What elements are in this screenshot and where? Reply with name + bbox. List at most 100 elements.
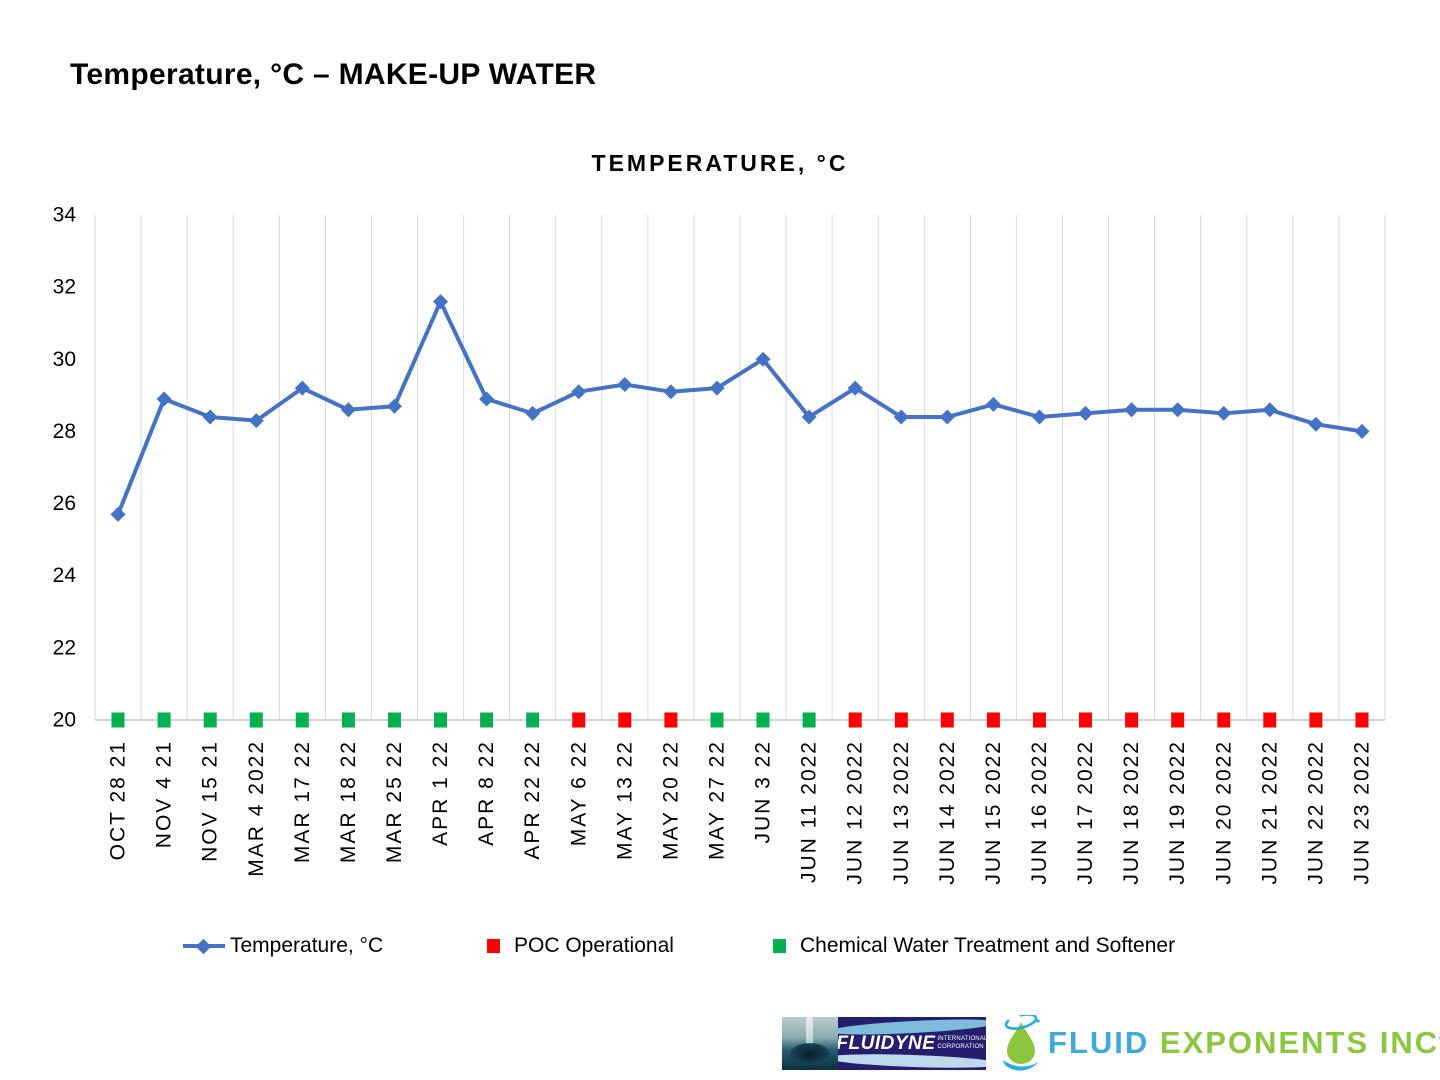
fluid-exponents-logo: FLUID EXPONENTS INC® bbox=[1000, 1014, 1440, 1072]
wordmark-fluid: FLUID bbox=[1048, 1025, 1150, 1060]
x-tick-label: JUN 23 2022 bbox=[1351, 740, 1374, 885]
status-square-marker bbox=[203, 712, 217, 728]
x-tick-label: MAR 17 22 bbox=[291, 740, 314, 863]
x-tick-label: JUN 19 2022 bbox=[1166, 740, 1189, 885]
status-square-marker bbox=[848, 712, 862, 728]
y-tick-label: 34 bbox=[53, 204, 77, 227]
temperature-point-marker bbox=[340, 402, 356, 418]
x-tick-label: JUN 20 2022 bbox=[1212, 740, 1235, 885]
temperature-point-marker bbox=[571, 384, 587, 400]
status-square-marker bbox=[1079, 712, 1092, 728]
legend-chemical-square-icon bbox=[773, 939, 786, 953]
fluidyne-logo: FLUIDYNE INTERNATIONAL CORPORATION bbox=[782, 1017, 986, 1070]
y-tick-label: 28 bbox=[53, 420, 76, 443]
temperature-point-marker bbox=[1032, 409, 1047, 425]
temperature-point-marker bbox=[893, 409, 909, 425]
legend-temperature-line bbox=[183, 938, 225, 954]
status-square-marker bbox=[526, 712, 540, 728]
temperature-point-marker bbox=[1078, 405, 1093, 421]
y-tick-label: 22 bbox=[53, 636, 76, 659]
status-square-marker bbox=[249, 712, 263, 728]
legend-poc-square-icon bbox=[487, 939, 500, 953]
legend-item-poc: POC Operational bbox=[487, 930, 674, 962]
status-square-marker bbox=[664, 712, 678, 728]
temperature-point-marker bbox=[1124, 402, 1140, 418]
x-tick-label: JUN 14 2022 bbox=[936, 740, 959, 885]
status-square-marker bbox=[618, 712, 632, 728]
wave-graphic bbox=[838, 1051, 986, 1070]
x-tick-label: MAY 13 22 bbox=[613, 740, 636, 860]
status-square-marker bbox=[894, 712, 908, 728]
temperature-point-marker bbox=[294, 380, 310, 396]
x-tick-label: JUN 13 2022 bbox=[890, 740, 913, 885]
status-square-marker bbox=[756, 712, 770, 728]
x-tick-label: JUN 11 2022 bbox=[798, 740, 821, 883]
legend-poc-label: POC Operational bbox=[514, 934, 674, 957]
temperature-point-marker bbox=[617, 377, 633, 392]
status-square-marker bbox=[1033, 712, 1046, 728]
x-tick-label: APR 22 22 bbox=[521, 740, 544, 860]
y-tick-label: 24 bbox=[53, 564, 77, 587]
status-square-marker bbox=[1125, 712, 1139, 728]
x-tick-label: MAR 4 2022 bbox=[245, 740, 268, 877]
status-square-marker bbox=[940, 712, 954, 728]
temperature-point-marker bbox=[1170, 402, 1186, 418]
status-square-marker bbox=[572, 712, 586, 728]
temperature-point-marker bbox=[847, 380, 863, 396]
temperature-point-marker bbox=[1216, 405, 1232, 421]
temperature-point-marker bbox=[801, 409, 817, 425]
temperature-point-marker bbox=[479, 391, 495, 407]
legend-item-chemical: Chemical Water Treatment and Softener bbox=[773, 930, 1175, 962]
x-tick-label: JUN 16 2022 bbox=[1028, 740, 1051, 885]
temperature-point-marker bbox=[1308, 416, 1324, 432]
droplet-stream-graphic bbox=[806, 1017, 813, 1047]
status-square-marker bbox=[434, 712, 447, 728]
droplet-splash-graphic bbox=[790, 1043, 830, 1065]
legend-chemical-label: Chemical Water Treatment and Softener bbox=[800, 934, 1176, 957]
temperature-line bbox=[116, 299, 1364, 517]
temperature-point-marker bbox=[663, 384, 679, 400]
x-tick-label: APR 8 22 bbox=[475, 740, 498, 846]
temperature-point-marker bbox=[110, 506, 126, 522]
status-square-marker bbox=[157, 712, 171, 728]
x-tick-label: NOV 15 21 bbox=[199, 740, 222, 862]
temperature-point-marker bbox=[1354, 423, 1370, 439]
temperature-point-marker bbox=[387, 398, 402, 414]
temperature-point-marker bbox=[985, 396, 1001, 412]
status-square-marker bbox=[1217, 712, 1231, 728]
x-tick-label: MAR 18 22 bbox=[337, 740, 360, 863]
fluid-exponents-wordmark: FLUID EXPONENTS INC® bbox=[1048, 1025, 1440, 1061]
y-tick-label: 20 bbox=[53, 709, 76, 732]
fluidyne-wordmark: FLUIDYNE bbox=[838, 1032, 936, 1054]
y-tick-label: 30 bbox=[53, 348, 76, 371]
x-tick-label: APR 1 22 bbox=[429, 740, 452, 846]
x-tick-label: MAY 20 22 bbox=[659, 740, 682, 860]
x-tick-label: NOV 4 21 bbox=[153, 740, 176, 848]
legend-temperature-label: Temperature, °C bbox=[230, 934, 384, 957]
x-tick-label: JUN 15 2022 bbox=[982, 740, 1005, 885]
status-square-marker bbox=[1355, 712, 1369, 728]
legend-temperature-diamond-icon bbox=[195, 938, 212, 954]
status-square-marker bbox=[388, 712, 401, 728]
status-square-marker bbox=[480, 712, 494, 728]
x-tick-label: MAY 6 22 bbox=[567, 740, 590, 846]
status-square-marker bbox=[1171, 712, 1185, 728]
status-square-marker bbox=[341, 712, 355, 728]
status-square-marker bbox=[295, 712, 309, 728]
wordmark-exponents-inc: EXPONENTS INC bbox=[1159, 1025, 1440, 1060]
fluidyne-banner: FLUIDYNE INTERNATIONAL CORPORATION bbox=[838, 1017, 986, 1070]
x-tick-label: JUN 17 2022 bbox=[1074, 740, 1097, 885]
x-tick-label: JUN 3 22 bbox=[752, 740, 775, 844]
status-square-marker bbox=[1309, 712, 1323, 728]
status-square-marker bbox=[802, 712, 816, 728]
x-tick-label: JUN 21 2022 bbox=[1258, 740, 1281, 885]
temperature-point-marker bbox=[525, 405, 541, 421]
x-tick-label: MAR 25 22 bbox=[383, 740, 406, 863]
water-droplet-photo bbox=[782, 1017, 838, 1070]
chart-title: TEMPERATURE, °C bbox=[591, 150, 849, 176]
fluidyne-subtext: INTERNATIONAL CORPORATION bbox=[937, 1036, 986, 1050]
temperature-point-marker bbox=[755, 351, 771, 367]
x-tick-label: JUN 22 2022 bbox=[1304, 740, 1327, 885]
